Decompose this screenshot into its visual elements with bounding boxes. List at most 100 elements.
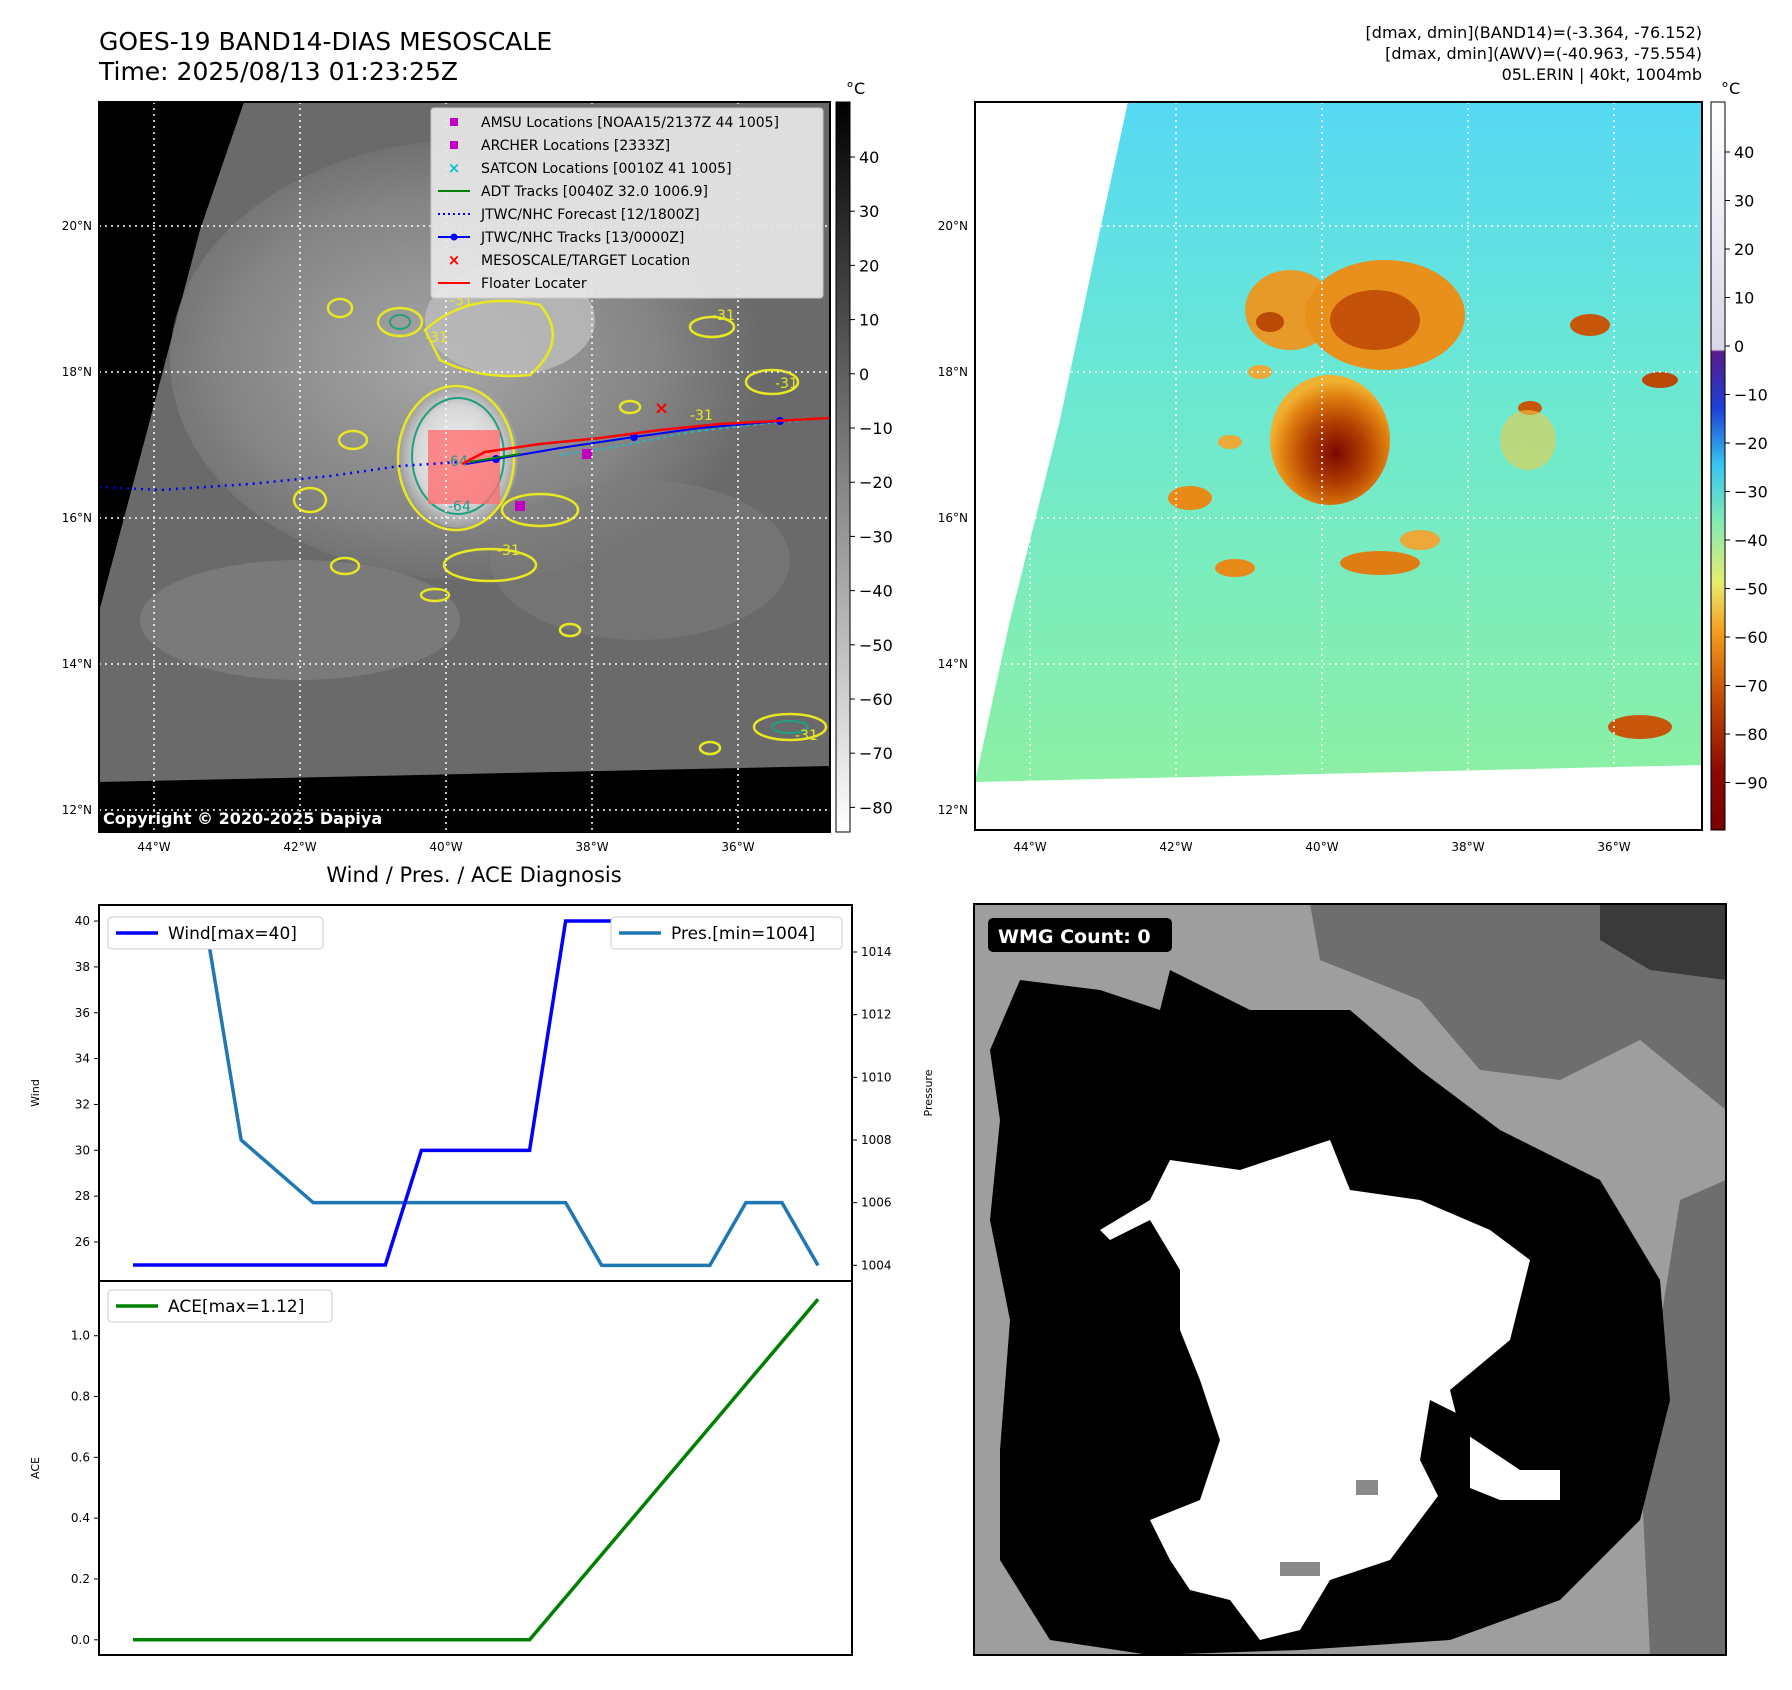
- ace-series: [133, 1298, 820, 1642]
- cold-cloud-cluster: [1330, 290, 1420, 350]
- floater-track: [461, 416, 830, 466]
- contour-label: -31: [690, 408, 713, 424]
- colorbar-tick-label: 0: [1734, 337, 1744, 356]
- contour-minus31: [752, 712, 828, 742]
- y-tick-label: 40: [75, 914, 90, 928]
- cold-cloud-cluster: [1248, 365, 1272, 379]
- lat-label: 18°N: [62, 365, 92, 379]
- contour-label: -64: [445, 454, 468, 470]
- y-tick-label: 0.0: [71, 1633, 90, 1647]
- contour-label: -31: [775, 376, 798, 392]
- ace-chart: 0.0 0.2 0.4 0.6 0.8 1.0 ACE ACE[max=1.12]: [29, 1280, 853, 1656]
- y-tick-label: 38: [75, 960, 90, 974]
- lon-label: 40°W: [1305, 840, 1338, 854]
- legend-label: ARCHER Locations [2333Z]: [481, 138, 670, 154]
- contour-minus64: [389, 314, 411, 330]
- stats-line3: 05L.ERIN | 40kt, 1004mb: [1502, 65, 1702, 84]
- cold-cloud-cluster: [1340, 551, 1420, 575]
- colorbar-tick-label: −60: [859, 690, 893, 709]
- figure-title-line1: GOES-19 BAND14-DIAS MESOSCALE: [99, 27, 552, 56]
- wmg-count-badge: [988, 918, 1172, 952]
- y-tick-label: 1.0: [71, 1329, 90, 1343]
- contour-minus31: [329, 556, 361, 576]
- colorbar-tick-label: 30: [859, 202, 879, 221]
- colorbar-ticks: 40 30 20 10 0 −10 −20 −30 −40 −50 −60 −70 −80: [850, 148, 893, 817]
- legend-label: AMSU Locations [NOAA15/2137Z 44 1005]: [481, 115, 779, 131]
- band14-colorbar: [835, 101, 851, 833]
- chart-legend-box: [610, 916, 843, 950]
- legend-label: ADT Tracks [0040Z 32.0 1006.9]: [481, 184, 708, 200]
- wmg-panel: WMG Count: 0: [973, 903, 1727, 1656]
- y-tick-label: 0.8: [71, 1390, 90, 1404]
- colorbar-tick-label: −40: [859, 582, 893, 601]
- wmg-region-gray-dark: [1310, 904, 1726, 1110]
- legend-marker: ×: [448, 159, 461, 177]
- floater-box: [428, 430, 500, 504]
- contour-label: -64: [448, 499, 471, 515]
- colorbar-tick-label: 0: [859, 365, 869, 384]
- wind-pressure-chart: 1004 1006 1008 1010 1012 1014 Pressure 26 28 30 32…: [29, 904, 935, 1282]
- legend-label: Floater Locater: [481, 276, 587, 292]
- contour-minus31: [618, 399, 642, 415]
- lat-label: 12°N: [62, 803, 92, 817]
- cold-cloud-cluster: [1218, 435, 1242, 449]
- pressure-series: [133, 918, 820, 1268]
- contour-minus31: [744, 368, 800, 396]
- lat-label: 14°N: [938, 657, 968, 671]
- lat-label: 20°N: [938, 219, 968, 233]
- chart-legend-box: [107, 916, 324, 950]
- contour-minus31: [500, 492, 580, 528]
- y-tick-label: 34: [75, 1052, 90, 1066]
- wmg-region-gray-darker: [1600, 904, 1726, 980]
- plot-frame: [98, 904, 853, 1282]
- chart-legend-label: Pres.[min=1004]: [671, 924, 815, 944]
- contour-label: -31: [497, 543, 520, 559]
- wmg-region-black: [1420, 1400, 1470, 1500]
- cold-cloud-cluster: [1500, 410, 1556, 470]
- contour-minus31: [376, 306, 424, 338]
- wmg-frame: [973, 903, 1727, 1656]
- legend-label: SATCON Locations [0010Z 41 1005]: [481, 161, 732, 177]
- contour-minus31: [558, 622, 582, 638]
- colorbar-tick-label: −20: [859, 473, 893, 492]
- figure-title-line2: Time: 2025/08/13 01:23:25Z: [98, 57, 458, 86]
- contour-minus31: [698, 740, 722, 756]
- chart-legend-label: Wind[max=40]: [168, 924, 297, 944]
- wmg-cell-gray: [1356, 1480, 1378, 1495]
- wmg-count-label: WMG Count: 0: [998, 926, 1151, 948]
- y-axis-label-pressure: Pressure: [922, 1069, 935, 1116]
- cold-cloud-cluster: [1642, 372, 1678, 388]
- legend-marker: ×: [448, 251, 461, 269]
- colorbar-tick-label: −10: [1734, 386, 1768, 405]
- y-tick-label: 1010: [861, 1070, 892, 1084]
- contour-minus31: [326, 297, 354, 319]
- contour-minus31: [396, 384, 516, 532]
- y-tick-label: 1004: [861, 1258, 892, 1272]
- lat-label: 16°N: [938, 511, 968, 525]
- cold-cloud-cluster: [1570, 314, 1610, 336]
- lon-label: 42°W: [283, 840, 316, 854]
- amsu-marker: [582, 449, 592, 459]
- map-gridlines: [975, 102, 1702, 830]
- y-tick-label: 0.2: [71, 1572, 90, 1586]
- stats-line1: [dmax, dmin](BAND14)=(-3.364, -76.152): [1366, 23, 1702, 42]
- colorbar-tick-label: −20: [1734, 434, 1768, 453]
- colorbar-tick-label: −40: [1734, 531, 1768, 550]
- lat-label: 20°N: [62, 219, 92, 233]
- map-frame: [974, 101, 1703, 831]
- lon-label: 40°W: [429, 840, 462, 854]
- colorbar-tick-label: −50: [859, 636, 893, 655]
- colorbar-tick-label: −80: [1734, 725, 1768, 744]
- colorbar-tick-label: −30: [1734, 483, 1768, 502]
- central-dense-overcast: [1270, 375, 1390, 505]
- contour-label: -31: [795, 728, 818, 744]
- cold-cloud-cluster: [1215, 559, 1255, 577]
- cold-cloud-cluster: [1168, 486, 1212, 510]
- lon-label: 36°W: [1597, 840, 1630, 854]
- contour-minus31: [688, 315, 736, 339]
- colorbar-ticks: 40 30 20 10 0 −10 −20 −30 −40 −50 −60 −70 −80 −90: [1725, 143, 1768, 793]
- legend-marker: [450, 141, 458, 149]
- wmg-cell-gray: [1280, 1562, 1320, 1576]
- colorbar-tick-label: 20: [859, 256, 879, 275]
